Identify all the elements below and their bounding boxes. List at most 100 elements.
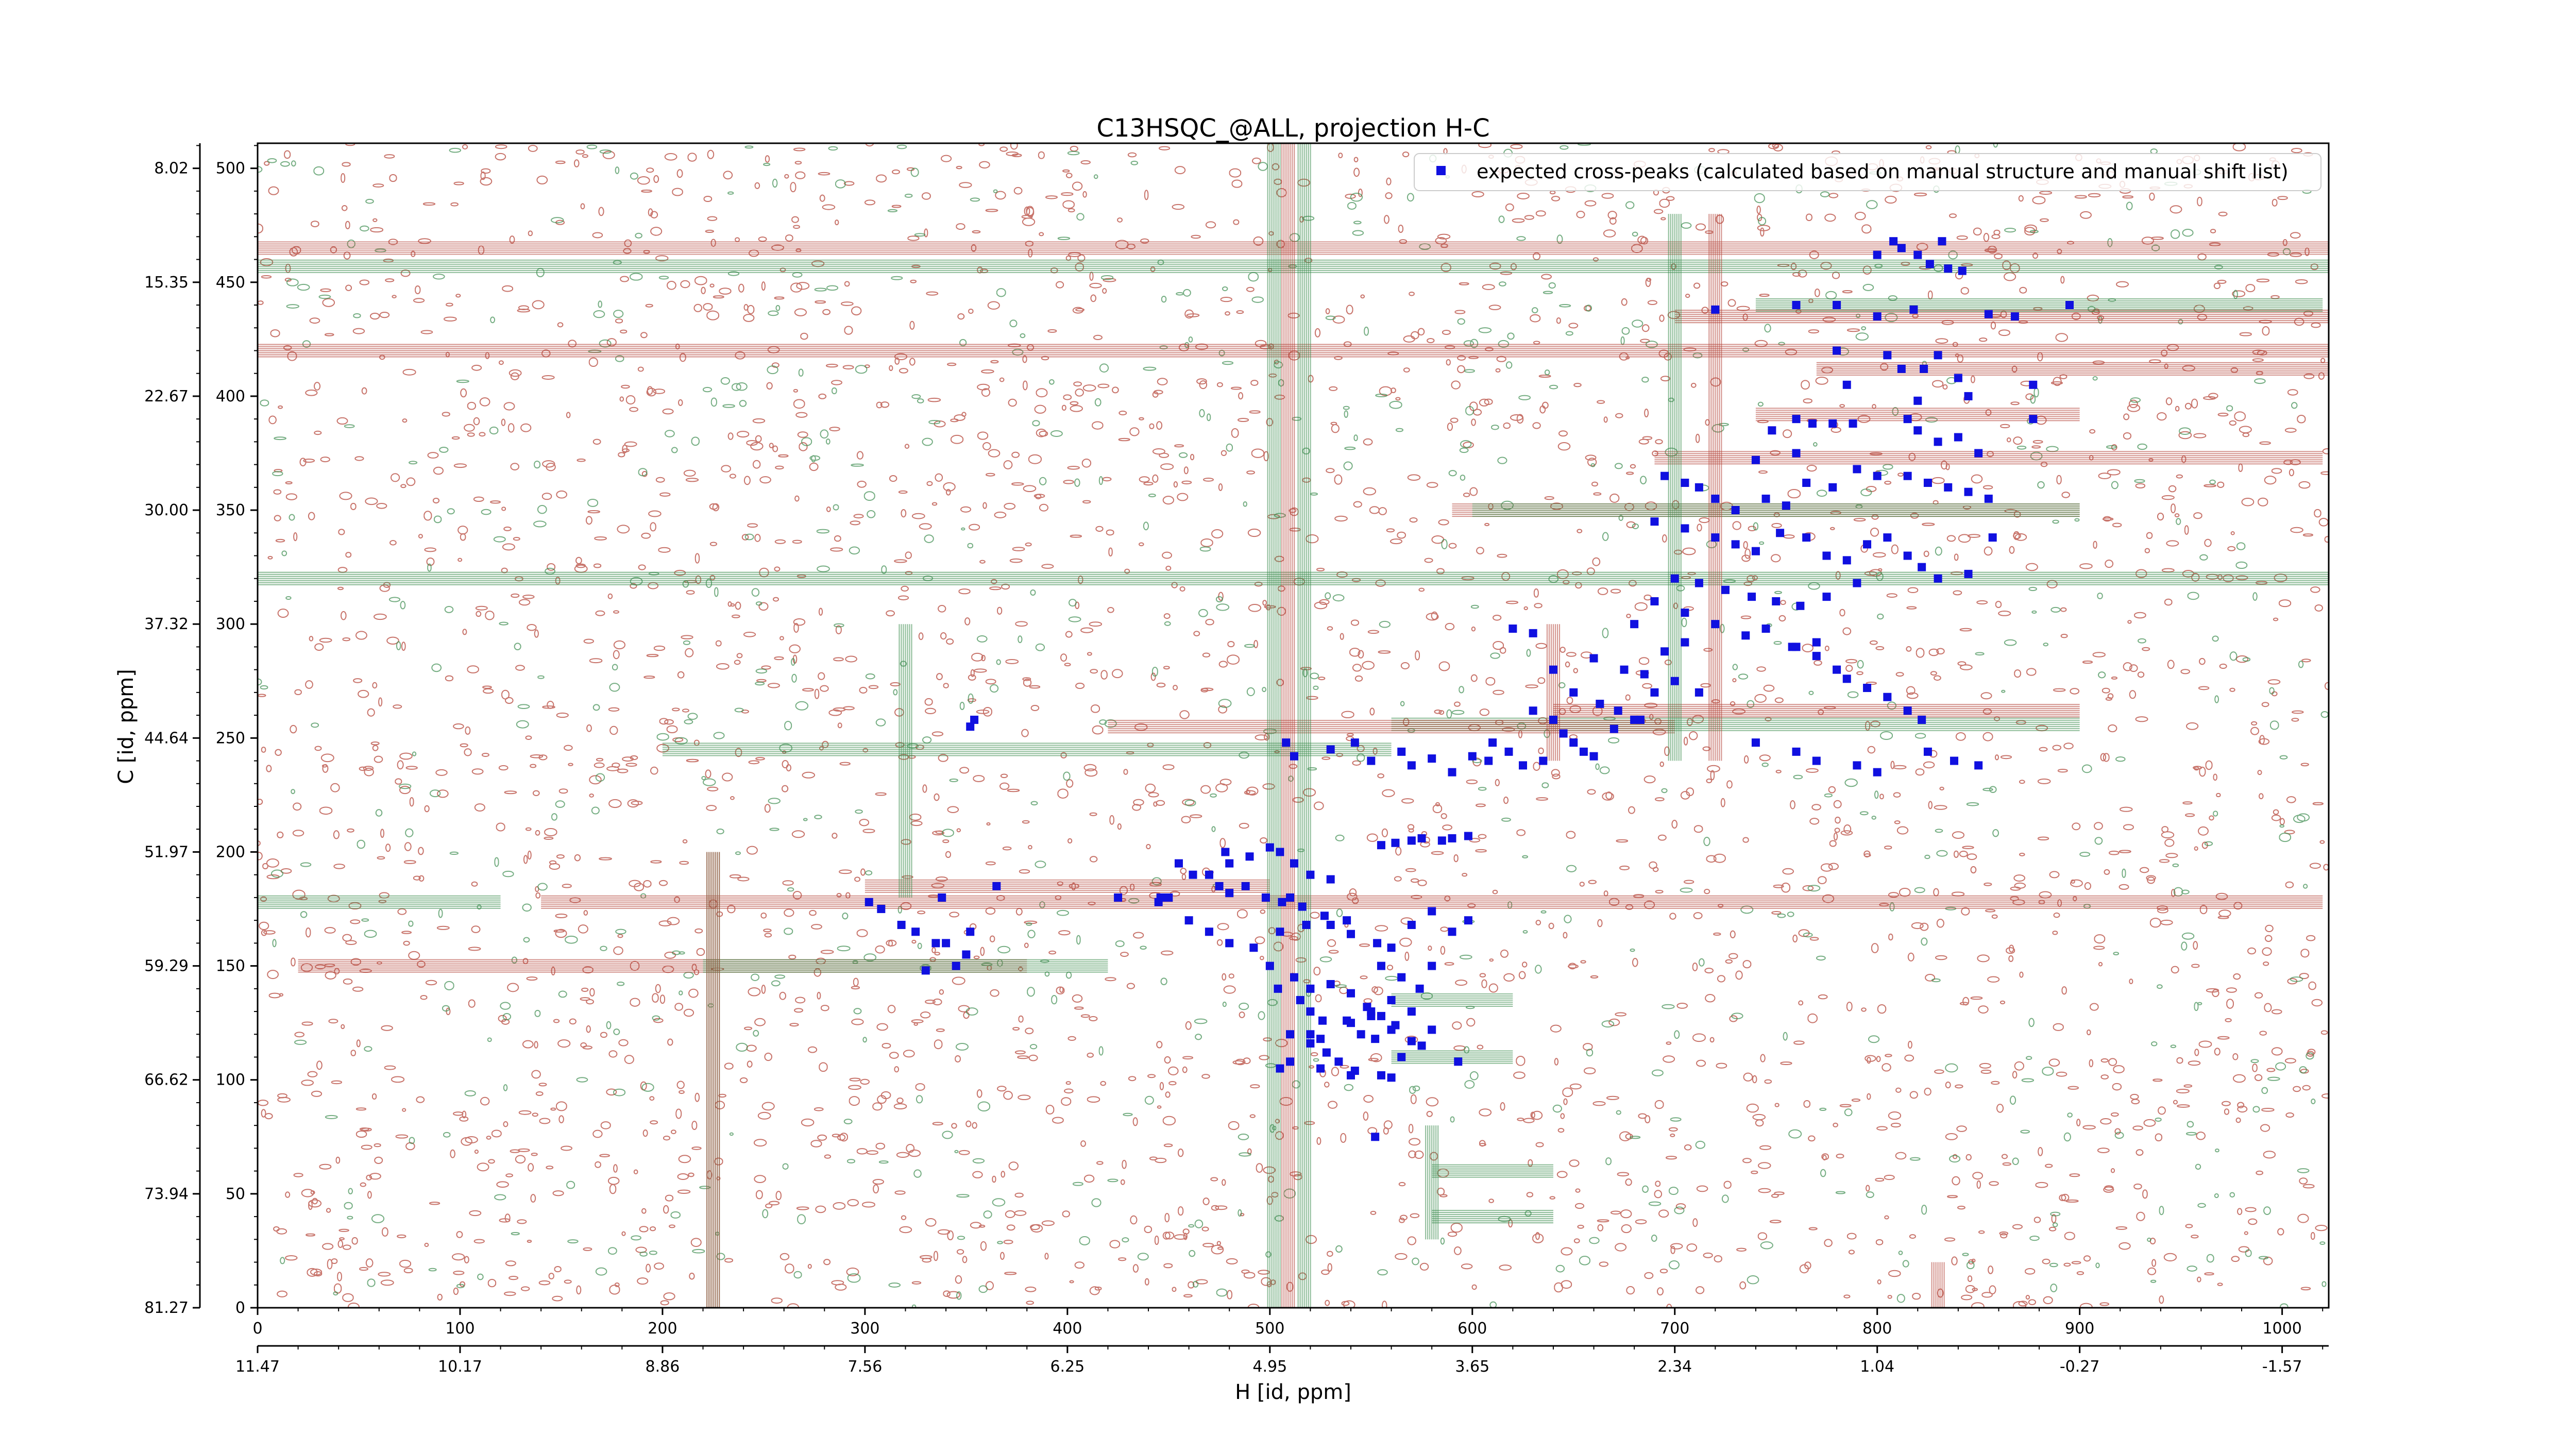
cross-peak — [1863, 540, 1872, 549]
cross-peak — [1731, 540, 1740, 549]
cross-peak — [1484, 756, 1493, 765]
cross-peak — [970, 715, 979, 724]
cross-peak — [1286, 893, 1295, 902]
cross-peak — [1397, 747, 1406, 756]
cross-peak — [1614, 706, 1622, 715]
cross-peak — [1974, 761, 1983, 770]
cross-peak — [1873, 471, 1882, 480]
cross-peak — [911, 927, 920, 936]
cross-peak — [1772, 597, 1781, 605]
cross-peak — [1681, 609, 1689, 617]
cross-peak — [1326, 920, 1335, 929]
cross-peak — [1428, 907, 1436, 916]
cross-peak — [1822, 593, 1831, 601]
y-tick-label: 150 — [216, 957, 245, 975]
cross-peak — [1377, 1071, 1385, 1079]
cross-peak — [1681, 524, 1689, 533]
cross-peak — [1964, 392, 1973, 400]
cross-peak — [942, 939, 951, 948]
y-tick-label: 200 — [216, 843, 245, 861]
cross-peak — [2065, 301, 2074, 310]
cross-peak — [1630, 715, 1639, 724]
cross-peak — [1387, 1073, 1396, 1082]
cross-peak — [1245, 852, 1254, 861]
y-ppm-tick-label: 73.94 — [144, 1185, 189, 1203]
cross-peak — [1889, 237, 1898, 246]
cross-peak — [1909, 305, 1918, 314]
cross-peak — [1711, 494, 1720, 503]
cross-peak — [1318, 1016, 1327, 1025]
cross-peak — [1681, 478, 1689, 487]
cross-peak — [1954, 374, 1962, 382]
y-tick-label: 50 — [226, 1185, 245, 1203]
cross-peak — [1694, 483, 1703, 492]
cross-peak — [1334, 1057, 1343, 1066]
cross-peak — [865, 898, 873, 906]
cross-peak — [1944, 264, 1953, 273]
x-ppm-tick-label: 6.25 — [1050, 1358, 1084, 1376]
cross-peak — [1415, 984, 1424, 993]
cross-peak — [931, 939, 940, 948]
cross-peak — [1711, 533, 1720, 542]
cross-peak — [1589, 654, 1598, 663]
cross-peak — [1371, 1133, 1380, 1141]
cross-peak — [1468, 752, 1477, 761]
cross-peak — [1377, 1011, 1385, 1020]
cross-peak — [1596, 699, 1604, 708]
cross-peak — [1373, 939, 1382, 948]
cross-peak — [1343, 916, 1351, 925]
x-tick-label: 200 — [648, 1320, 677, 1338]
y-ppm-tick-label: 81.27 — [144, 1299, 189, 1317]
x-ppm-tick-label: 3.65 — [1455, 1358, 1489, 1376]
cross-peak — [1802, 533, 1811, 542]
cross-peak — [1276, 1064, 1284, 1073]
y-ppm-tick-label: 44.64 — [144, 729, 189, 747]
y-tick-label: 100 — [216, 1071, 245, 1089]
cross-peak — [1407, 1037, 1416, 1045]
y-tick-label: 400 — [216, 387, 245, 406]
cross-peak — [1397, 1053, 1406, 1061]
cross-peak — [1792, 415, 1801, 424]
cross-peak — [962, 950, 971, 959]
cross-peak — [2029, 380, 2038, 389]
cross-peak — [1853, 579, 1861, 587]
cross-peak — [1842, 556, 1851, 565]
cross-peak — [1387, 1025, 1396, 1034]
cross-peak — [1694, 579, 1703, 587]
cross-peak — [1302, 920, 1311, 929]
cross-peak — [1849, 419, 1857, 428]
cross-peak — [1519, 761, 1528, 770]
cross-peak — [1883, 693, 1892, 701]
cross-peak — [1650, 597, 1659, 605]
cross-peak — [1944, 483, 1953, 492]
cross-peak — [1630, 620, 1639, 629]
legend-box — [1414, 153, 2321, 191]
cross-peak — [1853, 761, 1861, 770]
cross-peak — [1903, 706, 1912, 715]
cross-peak — [1156, 893, 1165, 902]
cross-peak — [1407, 836, 1416, 845]
cross-peak — [1184, 916, 1193, 925]
cross-peak — [1796, 601, 1805, 610]
cross-peak — [1276, 848, 1284, 856]
cross-peak — [921, 966, 930, 975]
cross-peak — [1964, 569, 1973, 578]
cross-peak — [1913, 250, 1922, 259]
cross-peak — [1346, 989, 1355, 998]
cross-peak — [1873, 250, 1882, 259]
cross-peak — [1346, 930, 1355, 938]
cross-peak — [1620, 665, 1629, 674]
x-ppm-tick-label: 8.86 — [646, 1358, 680, 1376]
x-tick-label: 400 — [1053, 1320, 1082, 1338]
y-ppm-tick-label: 59.29 — [144, 957, 189, 975]
cross-peak — [1316, 1035, 1325, 1043]
cross-peak — [1371, 1035, 1380, 1043]
cross-peak — [1549, 715, 1557, 724]
cross-peak — [1650, 688, 1659, 697]
x-tick-label: 800 — [1862, 1320, 1892, 1338]
cross-peak — [1278, 898, 1286, 906]
cross-peak — [1792, 301, 1801, 310]
plot-frame — [257, 142, 2330, 1309]
cross-peak — [1387, 943, 1396, 952]
